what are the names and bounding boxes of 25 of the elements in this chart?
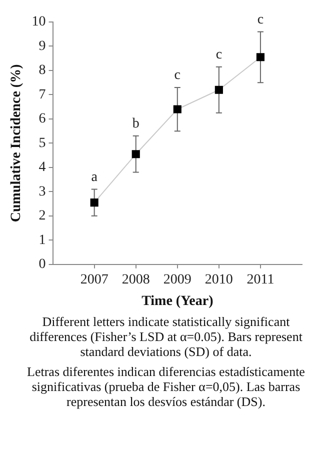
y-tick-label: 5 (38, 136, 46, 151)
x-tick-label: 2010 (204, 272, 233, 288)
text: Letras diferentes indican diferencias estadísticamente significativas (prueba de Fisher α=0,05). Las barras representan los desvíos estándar (DS). (26, 364, 306, 409)
y-axis-title: Cumulative Incidence (%) (9, 64, 24, 222)
y-tick-label: 4 (38, 160, 46, 176)
annotation: c (257, 12, 264, 28)
y-tick-label: 3 (38, 184, 46, 200)
annotation: c (216, 48, 222, 63)
y-tick-label: 2 (38, 208, 46, 224)
annotation: c (174, 68, 181, 84)
x-tick-label: 2011 (246, 272, 274, 288)
x-axis-title: Time (Year) (142, 294, 214, 310)
annotation: a (91, 170, 98, 185)
y-tick-label: 9 (38, 38, 46, 54)
y-tick-label: 8 (38, 63, 46, 78)
y-tick-label: 1 (38, 232, 46, 248)
y-tick-label: 6 (38, 112, 46, 127)
y-tick-label: 0 (38, 257, 46, 272)
x-tick-label: 2008 (122, 272, 150, 288)
x-tick-label: 2009 (163, 272, 192, 288)
y-tick-label: 7 (38, 87, 46, 102)
y-tick-label: 10 (32, 14, 46, 30)
text: Different letters indicate statistically significant differences (Fisher’s LSD at α=0.05). Bars represent standard deviations (SD) of data. (28, 314, 304, 359)
annotation: b (132, 116, 140, 132)
x-tick-label: 2007 (80, 272, 108, 288)
